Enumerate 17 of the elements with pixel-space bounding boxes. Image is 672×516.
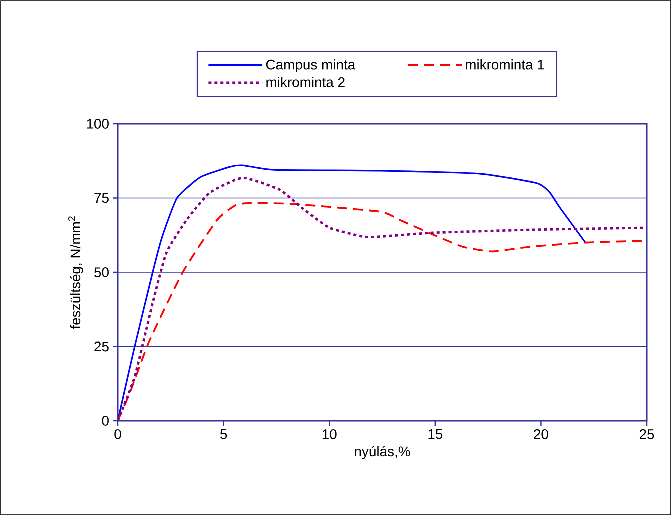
line-series	[118, 164, 586, 421]
y-tick-label: 50	[94, 268, 109, 278]
y-axis-title: feszültség, N/mm$^{2}$	[68, 216, 84, 330]
y-tick-label: 25	[94, 342, 109, 352]
x-tick-label: 15	[428, 430, 443, 440]
x-tick-label: 20	[534, 429, 548, 440]
legend-label: mikrominta 1	[466, 60, 544, 70]
y-tick-label: 75	[94, 193, 109, 204]
y-tick-label: 0	[102, 416, 109, 426]
legend-label: Campus minta	[266, 60, 356, 73]
legend-label: mikrominta 2	[266, 77, 345, 88]
x-tick-label: 0	[114, 429, 122, 440]
x-tick-label: 25	[640, 429, 654, 440]
y-tick-label: 100	[87, 119, 109, 129]
x-tick-label: 10	[322, 429, 337, 440]
x-axis-title: nyúlás,%	[355, 446, 410, 460]
x-tick-label: 5	[220, 430, 228, 440]
